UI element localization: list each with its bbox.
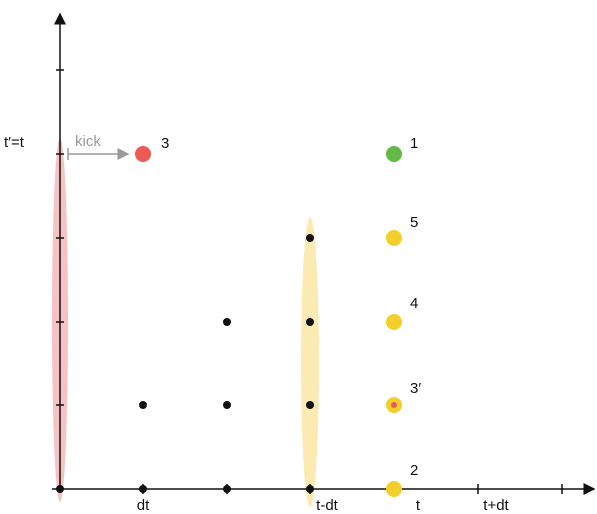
black-node [306, 485, 314, 493]
x-label-t: t [416, 497, 421, 514]
y-label-t-prime-equals-t: t′=t [4, 134, 25, 151]
black-node [306, 318, 314, 326]
node-label-yellow-4: 4 [410, 295, 418, 312]
black-node [306, 234, 314, 242]
node-label-red-3: 3 [161, 135, 169, 152]
yellow-node-5 [386, 230, 402, 246]
kick-label: kick [75, 133, 101, 150]
node-label-yellow-2: 2 [410, 462, 418, 479]
x-label-dt: dt [137, 497, 150, 514]
black-node [223, 401, 231, 409]
x-label-t-minus-dt: t-dt [316, 497, 339, 514]
node-label-yellow-5: 5 [410, 214, 418, 231]
black-node [223, 318, 231, 326]
black-nodes [56, 234, 314, 493]
black-node [139, 485, 147, 493]
y-axis-ticks [56, 69, 64, 406]
black-node [306, 401, 314, 409]
yellow-column-highlight [301, 217, 319, 507]
x-label-t-plus-dt: t+dt [483, 497, 509, 514]
yellow-node-4 [386, 314, 402, 330]
black-node [56, 485, 64, 493]
black-node [139, 401, 147, 409]
black-node [223, 485, 231, 493]
yellow-node-3-prime-center [391, 402, 397, 408]
green-node-1 [386, 146, 402, 162]
kick-arrow [67, 148, 130, 160]
node-label-green-1: 1 [410, 135, 418, 152]
yellow-node-2 [386, 481, 402, 497]
node-label-yellow-3-prime: 3′ [410, 380, 421, 397]
red-node-3 [135, 146, 151, 162]
